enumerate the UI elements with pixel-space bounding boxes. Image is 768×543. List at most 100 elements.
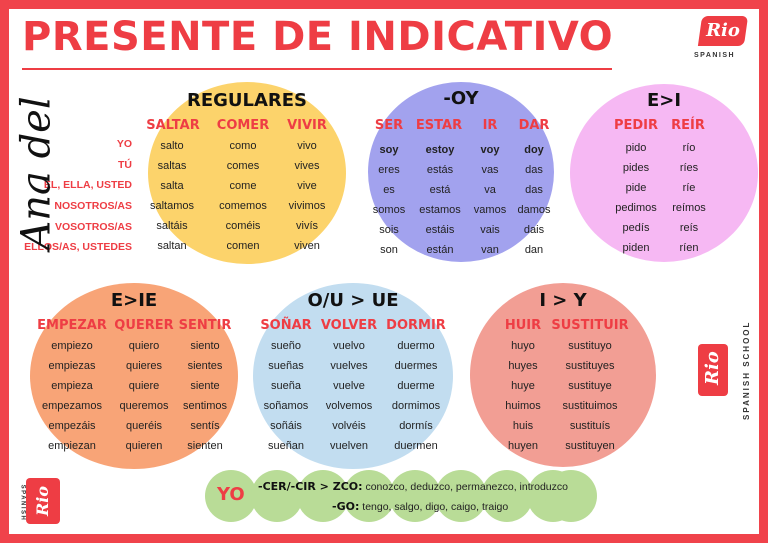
conjugation: empezamos <box>42 400 102 412</box>
conjugation: vives <box>294 160 320 172</box>
verb-header: COMER <box>216 118 270 133</box>
conjugation: huyen <box>508 440 538 452</box>
verb-header: VIVIR <box>287 118 327 133</box>
rio-logo: Rio <box>697 16 749 46</box>
bubble <box>435 470 487 522</box>
e-ie-circle <box>30 283 238 469</box>
verb-header: DAR <box>518 118 550 133</box>
conjugation-column: soy eres es somos sois son <box>366 140 412 260</box>
conjugation: estáis <box>425 224 455 236</box>
conjugation: quieres <box>125 360 163 372</box>
i-y-circle <box>470 283 656 467</box>
conjugation-column: salto saltas salta saltamos saltáis saltan <box>142 136 202 256</box>
yo-label: YO <box>217 484 245 505</box>
conjugation: come <box>229 180 257 192</box>
conjugation: duerme <box>397 380 435 392</box>
conjugation: pedís <box>622 222 650 234</box>
bubble <box>297 470 349 522</box>
e-i-circle <box>570 84 758 262</box>
conjugation-column: siento sientes siente sentimos sentís sienten <box>176 336 234 456</box>
conjugation: duermo <box>397 340 435 352</box>
logo-subtitle: SPANISH <box>694 52 736 59</box>
verb-header: SUSTITUIR <box>551 318 629 333</box>
pronoun: YO <box>116 138 132 150</box>
conjugation: saltas <box>157 160 187 172</box>
conjugation: viven <box>294 240 320 252</box>
conjugation: vuelvo <box>333 340 365 352</box>
conjugation: vivís <box>296 220 318 232</box>
conjugation: están <box>426 244 454 256</box>
conjugation: es <box>383 184 395 196</box>
conjugation: estamos <box>419 204 461 216</box>
conjugation: vuelves <box>330 360 368 372</box>
conjugation: empiezan <box>48 440 96 452</box>
verb-header: IR <box>482 118 498 133</box>
conjugation-column: voy vas va vamos vais van <box>470 140 510 260</box>
conjugation-column: doy das das damos dais dan <box>512 140 556 260</box>
conjugation-column: quiero quieres quiere queremos queréis quiere… <box>112 336 176 456</box>
pronoun: NOSOTROS/AS <box>54 200 132 213</box>
conjugation: ríe <box>682 182 696 194</box>
conjugation: empiezas <box>48 360 96 372</box>
conjugation: dormís <box>399 420 433 432</box>
verb-header: HUIR <box>504 318 542 333</box>
conjugation: sentimos <box>182 400 228 412</box>
verb-header: ESTAR <box>415 118 463 133</box>
verb-header: REÍR <box>671 118 705 133</box>
rio-logo-small: Rio <box>26 478 60 524</box>
conjugation: sustituyen <box>565 440 615 452</box>
conjugation: está <box>429 184 451 196</box>
verb-header: SENTIR <box>178 318 232 333</box>
i-y-heading: I > Y <box>539 290 587 311</box>
conjugation: sustituye <box>568 380 612 392</box>
pronoun: ÉL, ELLA, USTED <box>43 179 132 192</box>
conjugation: saltáis <box>156 220 188 232</box>
conjugation: sustituyo <box>568 340 612 352</box>
conjugation: damos <box>517 204 551 216</box>
conjugation: voy <box>480 144 500 156</box>
conjugation: salta <box>160 180 184 192</box>
conjugation: sueño <box>271 340 301 352</box>
conjugation: eres <box>378 164 400 176</box>
zco-rule: -CER/-CIR > ZCO: conozco, deduzco, perma… <box>258 480 568 493</box>
conjugation: van <box>481 244 499 256</box>
conjugation-column: duermo duermes duerme dormimos dormís duermen <box>384 336 448 456</box>
rule-label: -CER/-CIR > ZCO: <box>258 480 363 493</box>
verb-header: VOLVER <box>320 318 378 333</box>
verb-header: PEDIR <box>613 118 659 133</box>
conjugation: sueña <box>271 380 301 392</box>
oy-circle <box>368 82 554 262</box>
rule-label: -GO: <box>332 500 360 513</box>
conjugation: dais <box>523 224 545 236</box>
conjugation: vas <box>481 164 499 176</box>
conjugation: sueñan <box>267 440 305 452</box>
conjugation: sustituís <box>569 420 611 432</box>
conjugation: va <box>484 184 496 196</box>
conjugation: quiere <box>128 380 160 392</box>
conjugation: coméis <box>225 220 261 232</box>
conjugation: empezáis <box>48 420 96 432</box>
conjugation: huis <box>512 420 534 432</box>
brand-school: SPANISH SCHOOL <box>742 320 751 420</box>
conjugation: siente <box>190 380 220 392</box>
conjugation: ríes <box>679 162 699 174</box>
conjugation: pido <box>625 142 647 154</box>
conjugation: volvemos <box>325 400 373 412</box>
bubble <box>343 470 395 522</box>
verb-header: DORMIR <box>386 318 446 333</box>
conjugation: quieren <box>125 440 163 452</box>
conjugation: huyo <box>511 340 535 352</box>
verb-header: SER <box>374 118 404 133</box>
regulares-circle <box>148 82 346 264</box>
conjugation: queréis <box>125 420 163 432</box>
conjugation: soñamos <box>263 400 309 412</box>
conjugation: sientes <box>187 360 223 372</box>
e-i-heading: E>I <box>646 90 682 111</box>
conjugation: sentís <box>190 420 220 432</box>
conjugation: vuelven <box>330 440 368 452</box>
rule-examples: tengo, salgo, digo, caigo, traigo <box>362 501 509 513</box>
verb-header: SOÑAR <box>260 318 312 333</box>
conjugation-column: como comes come comemos coméis comen <box>212 136 274 256</box>
conjugation: dan <box>524 244 544 256</box>
conjugation: duermen <box>394 440 438 452</box>
